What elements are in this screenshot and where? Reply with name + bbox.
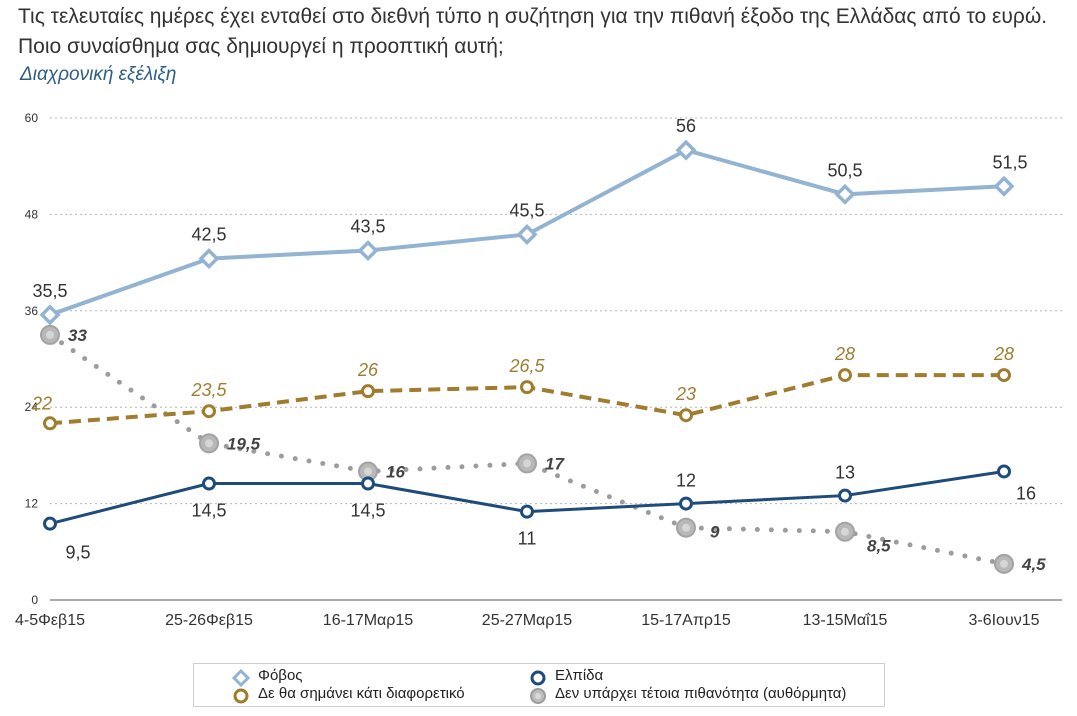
data-label: 13: [835, 463, 855, 483]
data-label: 19,5: [227, 434, 261, 453]
data-point-marker: [202, 476, 216, 491]
data-point-marker: [198, 248, 220, 270]
x-tick-label: 16-17Μαρ15: [323, 612, 414, 629]
data-point-marker: [834, 183, 856, 205]
circle-marker-icon: [530, 670, 546, 686]
x-tick-label: 3-6Ιουν15: [968, 612, 1039, 629]
data-label: 23,5: [190, 380, 227, 400]
chart-subtitle: Διαχρονική εξέλιξη: [20, 64, 177, 85]
data-label: 17: [545, 454, 565, 473]
data-label: 12: [676, 471, 696, 491]
data-point-marker: [43, 416, 57, 431]
data-point-marker: [357, 240, 379, 262]
data-label: 26,5: [508, 356, 545, 376]
data-label: 11: [518, 529, 537, 549]
data-label: 14,5: [350, 501, 385, 521]
circle-marker-icon: [530, 688, 546, 704]
x-tick-label: 13-15Μαΐ15: [803, 612, 888, 629]
data-point-marker: [520, 504, 534, 519]
data-point-marker-inner: [205, 439, 213, 448]
circle-marker-icon: [233, 688, 249, 704]
data-point-marker: [997, 464, 1011, 479]
y-tick-label: 48: [25, 207, 39, 221]
data-label: 26: [357, 360, 379, 380]
data-label: 42,5: [191, 225, 226, 245]
data-label: 23: [675, 384, 696, 404]
data-label: 16: [386, 462, 405, 481]
data-label: 16: [1016, 483, 1036, 503]
data-label: 8,5: [867, 537, 891, 556]
data-point-marker-inner: [841, 527, 849, 536]
legend-label-nothing-different: Δε θα σημάνει κάτι διαφορετικό: [258, 685, 465, 702]
legend-label-fear: Φόβος: [258, 667, 303, 684]
legend-label-no-possibility: Δεν υπάρχει τέτοια πιθανότητα (αυθόρμητα…: [555, 685, 847, 702]
data-point-marker-inner: [46, 330, 54, 339]
data-point-marker: [838, 368, 852, 383]
data-point-marker: [679, 408, 693, 423]
data-label: 56: [676, 116, 696, 136]
data-label: 51,5: [992, 152, 1027, 172]
data-point-marker: [43, 516, 57, 531]
x-tick-label: 25-27Μαρ15: [482, 612, 573, 629]
diamond-marker-icon: [232, 669, 250, 687]
data-label: 4,5: [1021, 555, 1046, 574]
x-tick-label: 25-26Φεβ15: [165, 612, 253, 629]
data-point-marker: [516, 224, 538, 245]
data-label: 33: [68, 326, 87, 345]
data-point-marker: [997, 368, 1011, 383]
data-point-marker: [520, 380, 534, 395]
x-tick-label: 4-5Φεβ15: [15, 612, 85, 629]
data-point-marker-inner: [364, 467, 372, 476]
data-label: 14,5: [191, 501, 226, 521]
data-label: 9: [710, 523, 720, 542]
data-point-marker: [993, 175, 1015, 197]
data-point-marker: [679, 496, 693, 511]
y-tick-label: 0: [31, 593, 38, 607]
y-tick-label: 24: [25, 400, 39, 414]
data-label: 22: [31, 393, 52, 413]
question-text: Τις τελευταίες ημέρες έχει ενταθεί στο δ…: [18, 5, 1048, 58]
legend-label-hope: Ελπίδα: [555, 667, 604, 684]
data-point-marker: [838, 488, 852, 503]
data-point-marker: [361, 476, 375, 491]
data-label: 35,5: [32, 281, 67, 301]
y-tick-label: 36: [25, 304, 39, 318]
data-label: 50,5: [827, 160, 862, 180]
data-point-marker-inner: [523, 459, 531, 468]
y-tick-label: 60: [25, 111, 39, 125]
data-point-marker: [202, 404, 216, 419]
data-label: 28: [834, 344, 855, 364]
y-tick-label: 12: [25, 497, 39, 511]
x-tick-label: 15-17Απρ15: [641, 612, 731, 629]
data-point-marker-inner: [1000, 559, 1008, 568]
chart-legend: Φόβος Ελπίδα Δε θα σημάνει κάτι διαφορετ…: [193, 663, 885, 707]
data-label: 9,5: [65, 543, 90, 563]
data-point-marker: [361, 384, 375, 399]
data-label: 43,5: [350, 217, 385, 237]
data-point-marker-inner: [682, 523, 690, 532]
line-chart: 0 12 24 36 48 60 4-5Φεβ15 25-26Φεβ15 16-17Μαρ15 2…: [15, 111, 1062, 629]
data-label: 28: [993, 344, 1014, 364]
data-point-marker: [675, 139, 697, 161]
data-point-marker: [39, 304, 61, 326]
data-label: 45,5: [509, 200, 544, 220]
